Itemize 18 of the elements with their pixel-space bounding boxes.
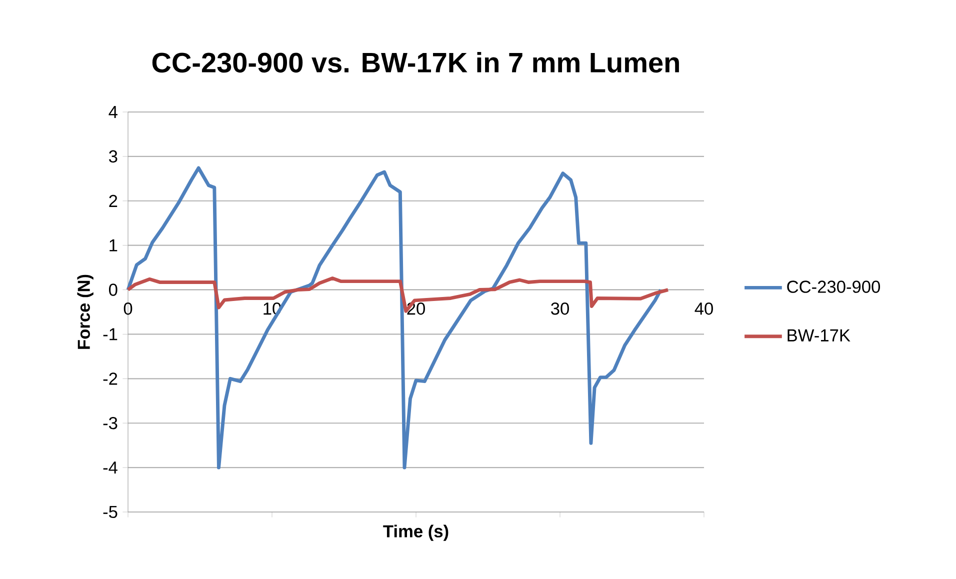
y-tick-label: 1	[110, 240, 118, 252]
legend-label: BW-17K	[788, 330, 850, 342]
y-tick-label: 4	[108, 106, 118, 118]
y-tick-label: -1	[103, 328, 118, 340]
y-tick-label: -3	[103, 417, 118, 430]
y-tick-label: 2	[109, 195, 118, 208]
y-axis-title: Force (N)	[77, 275, 94, 350]
y-tick-label: -4	[103, 462, 118, 474]
x-tick-label: 0	[124, 302, 132, 315]
x-axis-title: Time (s)	[383, 524, 448, 542]
y-tick-label: -2	[103, 372, 118, 385]
legend-label: CC-230-900	[787, 280, 880, 294]
x-tick-label: 40	[694, 302, 713, 315]
x-tick-label: 30	[551, 302, 569, 315]
y-tick-label: 0	[108, 284, 118, 296]
chart-title: CC-230-900 vs. BW-17K in 7 mm Lumen	[152, 52, 679, 73]
y-tick-label: 3	[108, 150, 118, 163]
y-tick-label: -5	[103, 506, 118, 518]
